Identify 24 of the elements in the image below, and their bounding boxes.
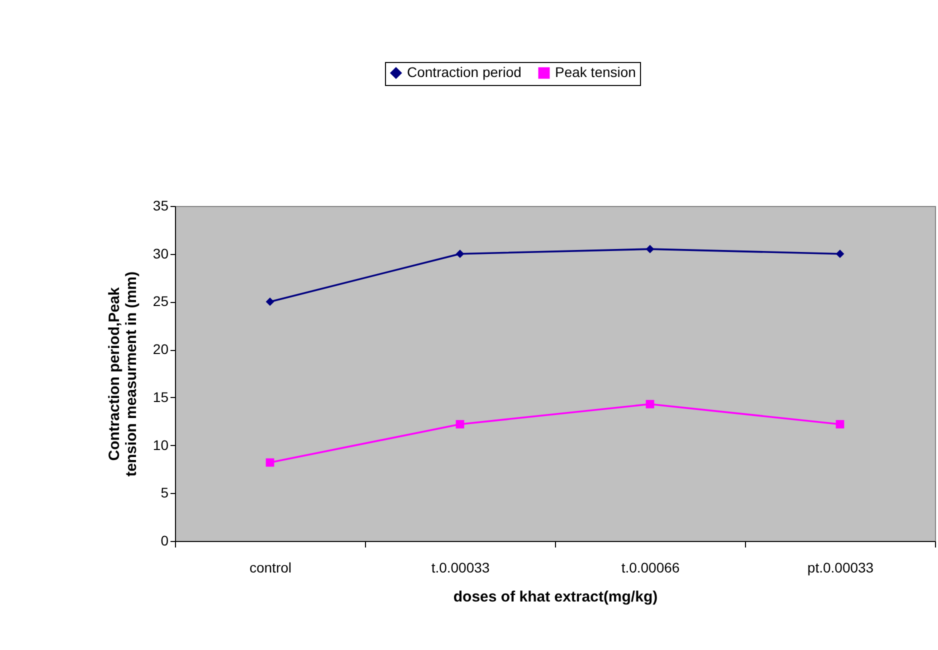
- point: [456, 420, 464, 428]
- point: [646, 400, 654, 408]
- x-tick-label: t.0.00033: [431, 560, 490, 576]
- y-axis-title: Contraction period,Peak tension measurment in (mm): [106, 271, 140, 477]
- x-tick-label: t.0.00066: [621, 560, 680, 576]
- y-tick-label: 5: [160, 484, 169, 501]
- x-tick-label: pt.0.00033: [807, 560, 874, 576]
- y-tick-label: 20: [152, 341, 169, 358]
- point: [836, 250, 844, 258]
- point: [646, 244, 654, 254]
- point: [456, 250, 464, 258]
- legend-label: Contraction period: [407, 64, 522, 80]
- y-tick-label: 0: [160, 532, 169, 548]
- point: [266, 458, 274, 467]
- point: [836, 420, 844, 428]
- x-tick-label: control: [249, 560, 292, 576]
- y-tick-label: 35: [152, 198, 169, 214]
- y-tick-label: 15: [152, 388, 169, 405]
- y-tick-label: 30: [152, 245, 169, 262]
- y-tick-label: 25: [152, 293, 169, 310]
- legend-label: Peak tension: [555, 64, 636, 80]
- y-tick-label: 10: [152, 436, 169, 453]
- point: [266, 298, 274, 306]
- x-axis-title: doses of khat extract(mg/kg): [453, 588, 658, 606]
